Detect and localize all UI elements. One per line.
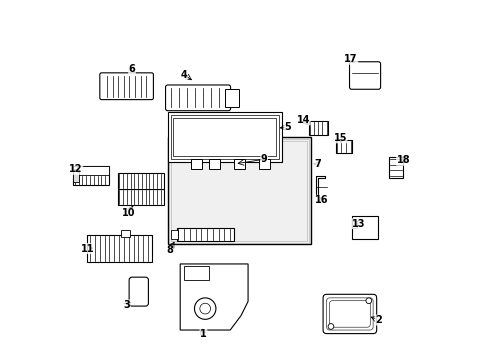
- Ellipse shape: [200, 303, 210, 314]
- Text: 13: 13: [351, 219, 365, 229]
- Text: 8: 8: [166, 246, 173, 255]
- Ellipse shape: [327, 324, 333, 329]
- Bar: [87, 235, 151, 262]
- Bar: [173, 118, 276, 157]
- Bar: [224, 89, 239, 107]
- Bar: [170, 115, 279, 159]
- Bar: [388, 157, 403, 178]
- Text: 9: 9: [260, 154, 267, 164]
- Bar: [183, 266, 208, 280]
- Bar: [73, 169, 80, 182]
- Text: 3: 3: [123, 300, 130, 310]
- Bar: [73, 166, 108, 175]
- Bar: [171, 230, 177, 239]
- Bar: [118, 173, 164, 189]
- Bar: [169, 139, 308, 243]
- Text: 2: 2: [374, 315, 381, 325]
- Bar: [308, 121, 328, 135]
- Text: 12: 12: [69, 164, 82, 174]
- Text: 1: 1: [200, 329, 206, 339]
- Polygon shape: [180, 264, 247, 330]
- Bar: [118, 189, 164, 205]
- FancyBboxPatch shape: [129, 277, 148, 306]
- Text: 11: 11: [81, 244, 94, 253]
- Ellipse shape: [194, 298, 216, 319]
- Bar: [258, 158, 270, 169]
- Text: 4: 4: [180, 69, 187, 80]
- Bar: [335, 140, 351, 153]
- Bar: [167, 137, 310, 244]
- Bar: [233, 158, 244, 169]
- FancyBboxPatch shape: [323, 294, 376, 334]
- Bar: [121, 230, 130, 237]
- Bar: [190, 158, 202, 169]
- FancyBboxPatch shape: [100, 73, 153, 100]
- Bar: [208, 158, 220, 169]
- Text: 17: 17: [344, 54, 357, 64]
- Bar: [351, 216, 378, 239]
- Bar: [171, 141, 306, 241]
- Text: 14: 14: [296, 115, 309, 125]
- FancyBboxPatch shape: [165, 85, 230, 111]
- Text: 15: 15: [333, 133, 346, 143]
- Bar: [167, 112, 282, 162]
- Text: 16: 16: [314, 195, 327, 205]
- Text: 6: 6: [128, 64, 135, 74]
- Text: 10: 10: [122, 208, 135, 218]
- Text: 5: 5: [284, 122, 290, 132]
- Bar: [73, 166, 108, 185]
- Text: 7: 7: [314, 159, 321, 169]
- FancyBboxPatch shape: [349, 62, 380, 89]
- Text: 18: 18: [396, 156, 409, 165]
- Bar: [351, 221, 356, 228]
- Ellipse shape: [365, 298, 371, 303]
- Bar: [176, 228, 233, 241]
